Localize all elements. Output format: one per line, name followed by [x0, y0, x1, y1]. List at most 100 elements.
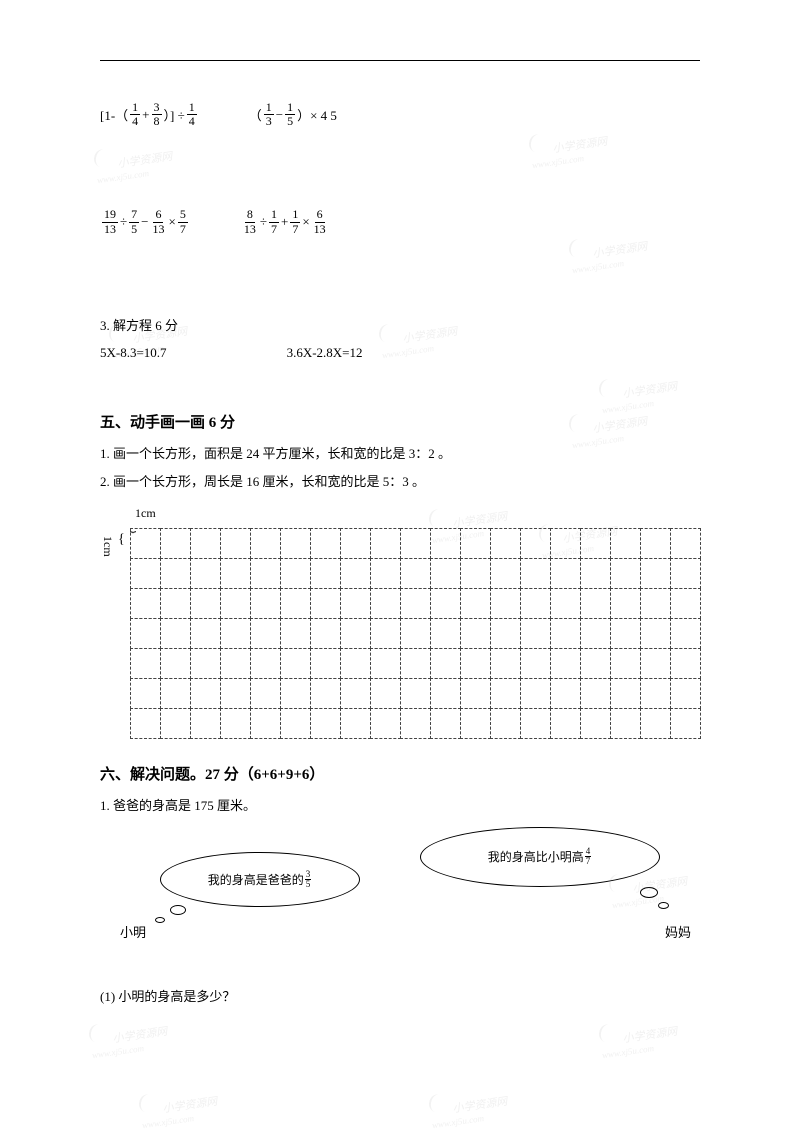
- label-1cm-h: 1cm: [135, 506, 156, 521]
- grid-cell: [610, 618, 641, 649]
- grid-cell: [370, 648, 401, 679]
- watermark: 小学资源网www.xj5u.com: [598, 370, 680, 416]
- bubble-tail-icon: [640, 887, 658, 898]
- grid-cell: [520, 648, 551, 679]
- expr-2a: 1913 ÷ 75 − 613 × 57: [100, 208, 190, 235]
- grid-cell: [430, 558, 461, 589]
- fraction: 17: [269, 208, 279, 235]
- fraction: 17: [290, 208, 300, 235]
- equation-1: 5X-8.3=10.7: [100, 345, 167, 361]
- grid-cell: [640, 588, 671, 619]
- grid-cell: [340, 558, 371, 589]
- watermark: 小学资源网www.xj5u.com: [568, 230, 650, 276]
- grid-cell: [340, 618, 371, 649]
- question-1: (1) 小明的身高是多少？: [100, 987, 700, 1008]
- section-6-title: 六、解决问题。27 分（6+6+9+6）: [100, 763, 700, 784]
- grid-cell: [190, 558, 221, 589]
- fraction: 57: [178, 208, 188, 235]
- grid-cell: [460, 708, 491, 739]
- grid-cell: [160, 708, 191, 739]
- dashed-grid: [130, 528, 700, 738]
- grid-cell: [310, 528, 341, 559]
- text: +: [142, 107, 149, 123]
- grid-cell: [460, 588, 491, 619]
- grid-cell: [640, 648, 671, 679]
- grid-cell: [370, 618, 401, 649]
- fraction: 35: [305, 870, 312, 889]
- grid-cell: [400, 588, 431, 619]
- label-1cm-v: 1cm: [100, 536, 115, 557]
- bubble-text: 我的身高比小明高: [488, 848, 584, 865]
- grid-cell: [340, 588, 371, 619]
- text: ×: [302, 214, 309, 230]
- bubble-xiaoming: 我的身高是爸爸的 35: [160, 852, 360, 907]
- grid-cell: [460, 648, 491, 679]
- grid-container: 1cm ⏟ 1cm {: [100, 508, 700, 738]
- grid-cell: [670, 648, 701, 679]
- fraction: 38: [152, 101, 162, 128]
- grid-cell: [280, 618, 311, 649]
- grid-cell: [400, 528, 431, 559]
- grid-cell: [550, 618, 581, 649]
- grid-cell: [280, 708, 311, 739]
- grid-cell: [190, 678, 221, 709]
- grid-cell: [610, 558, 641, 589]
- grid-cell: [310, 648, 341, 679]
- text: ）] ÷: [164, 105, 185, 124]
- watermark: 小学资源网www.xj5u.com: [528, 125, 610, 171]
- grid-cell: [490, 528, 521, 559]
- grid-cell: [400, 708, 431, 739]
- grid-cell: [460, 618, 491, 649]
- grid-cell: [220, 618, 251, 649]
- expr-1a: [1-（ 14 + 38 ）] ÷ 14: [100, 101, 199, 128]
- grid-cell: [340, 648, 371, 679]
- watermark: 小学资源网www.xj5u.com: [93, 140, 175, 186]
- text: ÷: [260, 214, 267, 230]
- text: ）× 4 5: [297, 105, 337, 124]
- grid-cell: [190, 648, 221, 679]
- bubble-text: 我的身高是爸爸的: [208, 871, 304, 888]
- grid-cell: [280, 528, 311, 559]
- grid-cell: [250, 558, 281, 589]
- grid-cell: [670, 708, 701, 739]
- speech-bubbles: 我的身高是爸爸的 35 我的身高比小明高 47 小明 妈妈: [100, 827, 700, 957]
- grid-cell: [250, 618, 281, 649]
- grid-cell: [520, 528, 551, 559]
- watermark: 小学资源网www.xj5u.com: [88, 1015, 170, 1061]
- expr-row-1: [1-（ 14 + 38 ）] ÷ 14 （ 13 − 15 ）× 4 5: [100, 101, 700, 128]
- grid-cell: [460, 678, 491, 709]
- grid-cell: [610, 678, 641, 709]
- grid-cell: [580, 648, 611, 679]
- bubble-tail-icon: [658, 902, 669, 909]
- fraction: 1913: [102, 208, 118, 235]
- grid-cell: [640, 528, 671, 559]
- grid-cell: [340, 528, 371, 559]
- grid-cell: [280, 558, 311, 589]
- grid-cell: [370, 588, 401, 619]
- expr-2b: 813 ÷ 17 + 17 × 613: [240, 208, 330, 235]
- grid-cell: [640, 708, 671, 739]
- grid-cell: [520, 708, 551, 739]
- grid-cell: [130, 618, 161, 649]
- grid-cell: [520, 618, 551, 649]
- bubble-tail-icon: [155, 917, 165, 923]
- brace-h-icon: ⏟: [130, 522, 136, 533]
- grid-cell: [310, 678, 341, 709]
- grid-cell: [670, 558, 701, 589]
- text: ×: [168, 214, 175, 230]
- grid-cell: [550, 558, 581, 589]
- grid-cell: [490, 588, 521, 619]
- grid-cell: [670, 678, 701, 709]
- grid-cell: [310, 708, 341, 739]
- grid-cell: [580, 588, 611, 619]
- grid-cell: [430, 588, 461, 619]
- grid-cell: [520, 588, 551, 619]
- grid-cell: [670, 618, 701, 649]
- grid-cell: [190, 588, 221, 619]
- text: −: [276, 107, 283, 123]
- watermark: 小学资源网www.xj5u.com: [428, 1085, 510, 1131]
- fraction: 613: [312, 208, 328, 235]
- grid-cell: [490, 708, 521, 739]
- grid-cell: [400, 558, 431, 589]
- equation-2: 3.6X-2.8X=12: [287, 345, 363, 361]
